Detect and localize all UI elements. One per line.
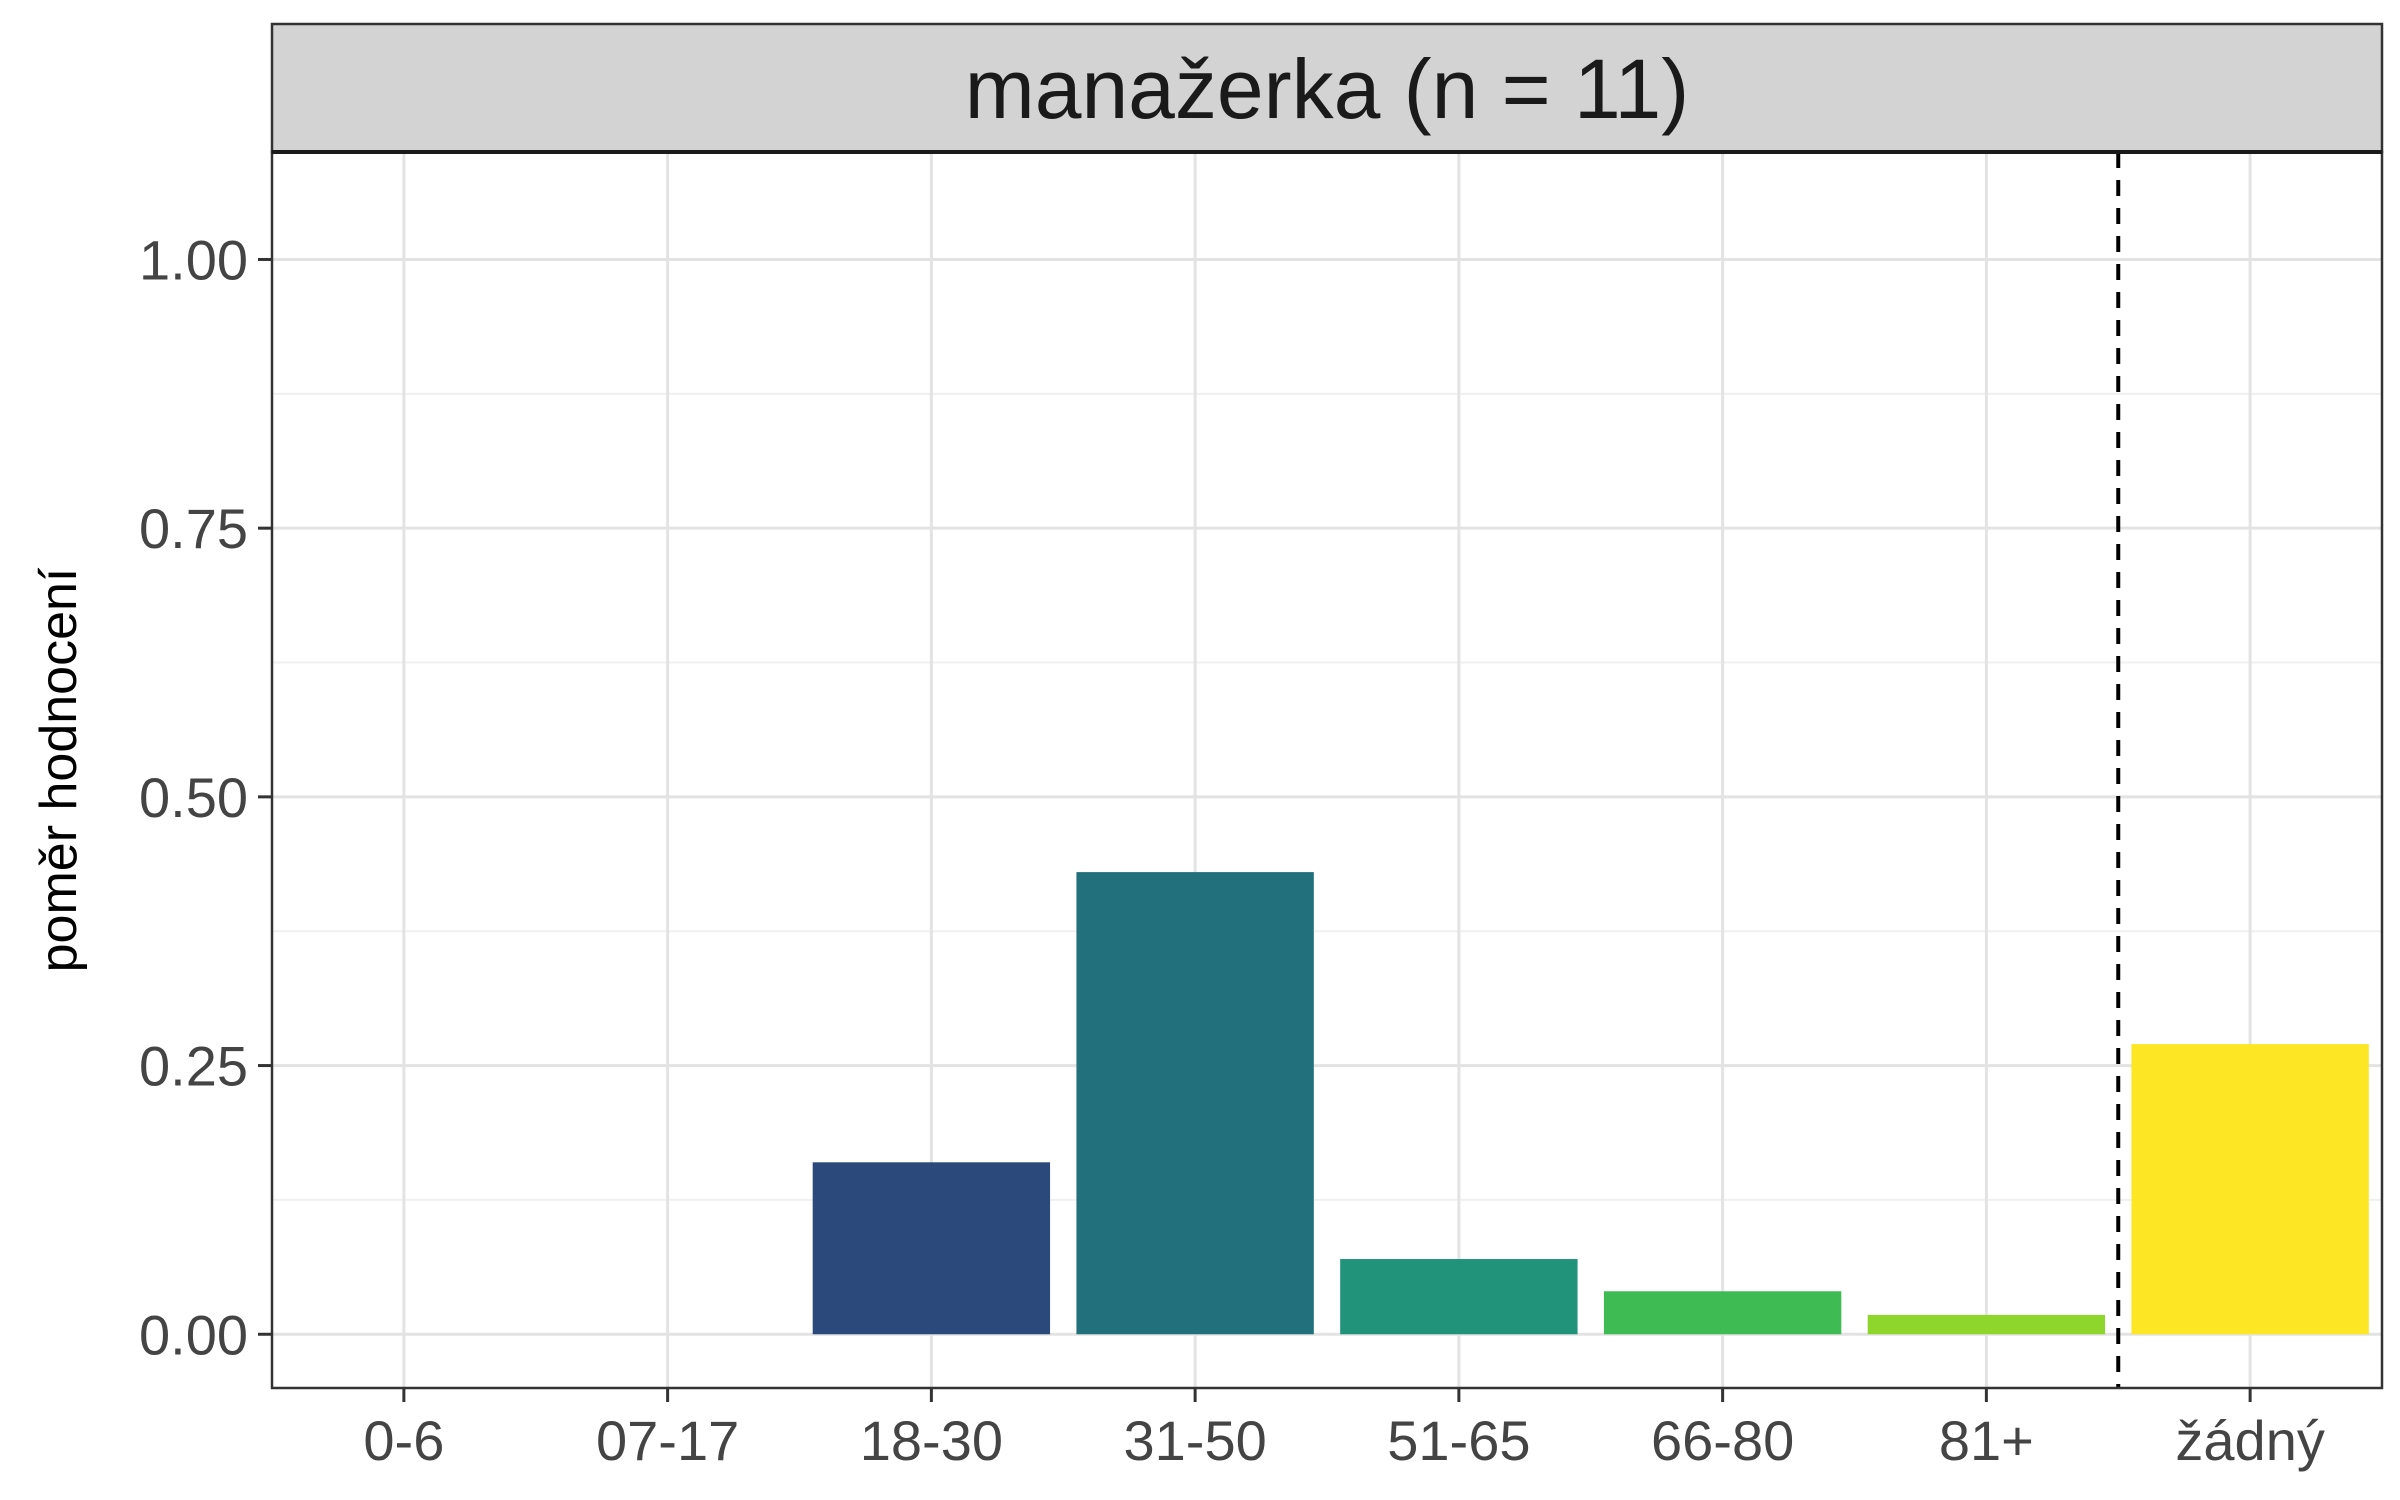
bar-66-80	[1603, 1291, 1842, 1335]
grid-layer	[272, 152, 2382, 1388]
y-tick-label: 0.50	[139, 766, 248, 829]
bar-18-30	[812, 1162, 1051, 1335]
bar-81+	[1867, 1314, 2106, 1335]
x-tick-label: 0-6	[363, 1409, 444, 1472]
panel-background	[272, 152, 2382, 1388]
y-tick-label: 0.00	[139, 1303, 248, 1366]
facet-strip: manažerka (n = 11)	[270, 22, 2384, 154]
x-tick-label: 18-30	[860, 1409, 1003, 1472]
bar-žádný	[2131, 1044, 2369, 1335]
chart-title: manažerka (n = 11)	[965, 42, 1689, 136]
bar-51-65	[1340, 1259, 1578, 1335]
x-axis: 0-6 07-17 18-30 31-50 51-65 66-80 81+ žádný	[363, 1388, 2325, 1472]
bar-31-50	[1076, 872, 1314, 1335]
y-axis: 0.00 0.25 0.50 0.75 1.00	[139, 228, 272, 1366]
x-tick-label: 31-50	[1124, 1409, 1267, 1472]
facet-strip-background	[270, 22, 2384, 154]
bar-layer	[812, 872, 2369, 1335]
y-tick-label: 0.25	[139, 1035, 248, 1098]
y-axis-title: poměr hodnocení	[30, 567, 88, 972]
x-tick-label: 07-17	[596, 1409, 739, 1472]
x-tick-label: 51-65	[1387, 1409, 1530, 1472]
x-tick-label: 66-80	[1651, 1409, 1794, 1472]
y-tick-label: 1.00	[139, 228, 248, 291]
x-tick-label: 81+	[1939, 1409, 2034, 1472]
y-tick-label: 0.75	[139, 497, 248, 560]
x-tick-label: žádný	[2175, 1409, 2324, 1472]
